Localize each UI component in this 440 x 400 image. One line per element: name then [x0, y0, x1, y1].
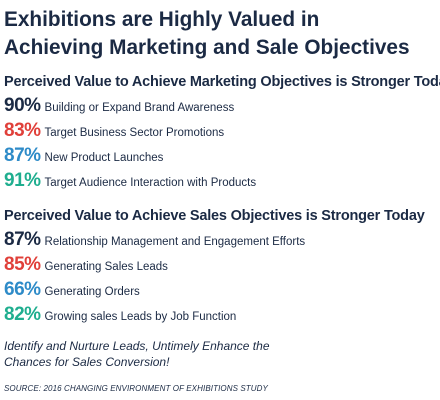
stat-label: New Product Launches — [44, 152, 164, 164]
callout-note: Identify and Nurture Leads, Untimely Enh… — [4, 338, 334, 370]
note-line-2: Chances for Sales Conversion! — [4, 355, 170, 369]
stat-value: 87% — [4, 145, 41, 166]
sales-row: 87% Relationship Management and Engagemen… — [4, 229, 305, 253]
source-note: SOURCE: 2016 CHANGING ENVIRONMENT OF EXH… — [4, 384, 268, 393]
sales-row: 85% Generating Sales Leads — [4, 254, 168, 278]
marketing-row: 87% New Product Launches — [4, 145, 163, 169]
sales-row: 66% Generating Orders — [4, 279, 140, 303]
marketing-row: 90% Building or Expand Brand Awareness — [4, 95, 234, 119]
stat-value: 66% — [4, 279, 41, 300]
stat-label: Generating Orders — [44, 286, 140, 298]
sales-section-title: Perceived Value to Achieve Sales Objecti… — [4, 208, 425, 224]
stat-label: Target Audience Interaction with Product… — [44, 177, 257, 189]
marketing-row: 91% Target Audience Interaction with Prod… — [4, 170, 256, 194]
marketing-row: 83% Target Business Sector Promotions — [4, 120, 224, 144]
stat-label: Target Business Sector Promotions — [44, 127, 225, 139]
stat-value: 83% — [4, 120, 41, 141]
stat-label: Relationship Management and Engagement E… — [44, 236, 306, 248]
stat-value: 82% — [4, 304, 41, 325]
title-line-1: Exhibitions are Highly Valued in — [4, 8, 320, 31]
stat-label: Building or Expand Brand Awareness — [44, 102, 235, 114]
stat-value: 87% — [4, 229, 41, 250]
sales-row: 82% Growing sales Leads by Job Function — [4, 304, 236, 328]
note-line-1: Identify and Nurture Leads, Untimely Enh… — [4, 339, 270, 353]
title-line-2: Achieving Marketing and Sale Objectives — [4, 36, 410, 59]
stat-label: Generating Sales Leads — [44, 261, 168, 273]
marketing-section-title: Perceived Value to Achieve Marketing Obj… — [4, 74, 440, 90]
stat-value: 90% — [4, 95, 41, 116]
stat-value: 85% — [4, 254, 41, 275]
page-title: Exhibitions are Highly Valued in Achievi… — [4, 6, 432, 62]
stat-value: 91% — [4, 170, 41, 191]
stat-label: Growing sales Leads by Job Function — [44, 311, 237, 323]
